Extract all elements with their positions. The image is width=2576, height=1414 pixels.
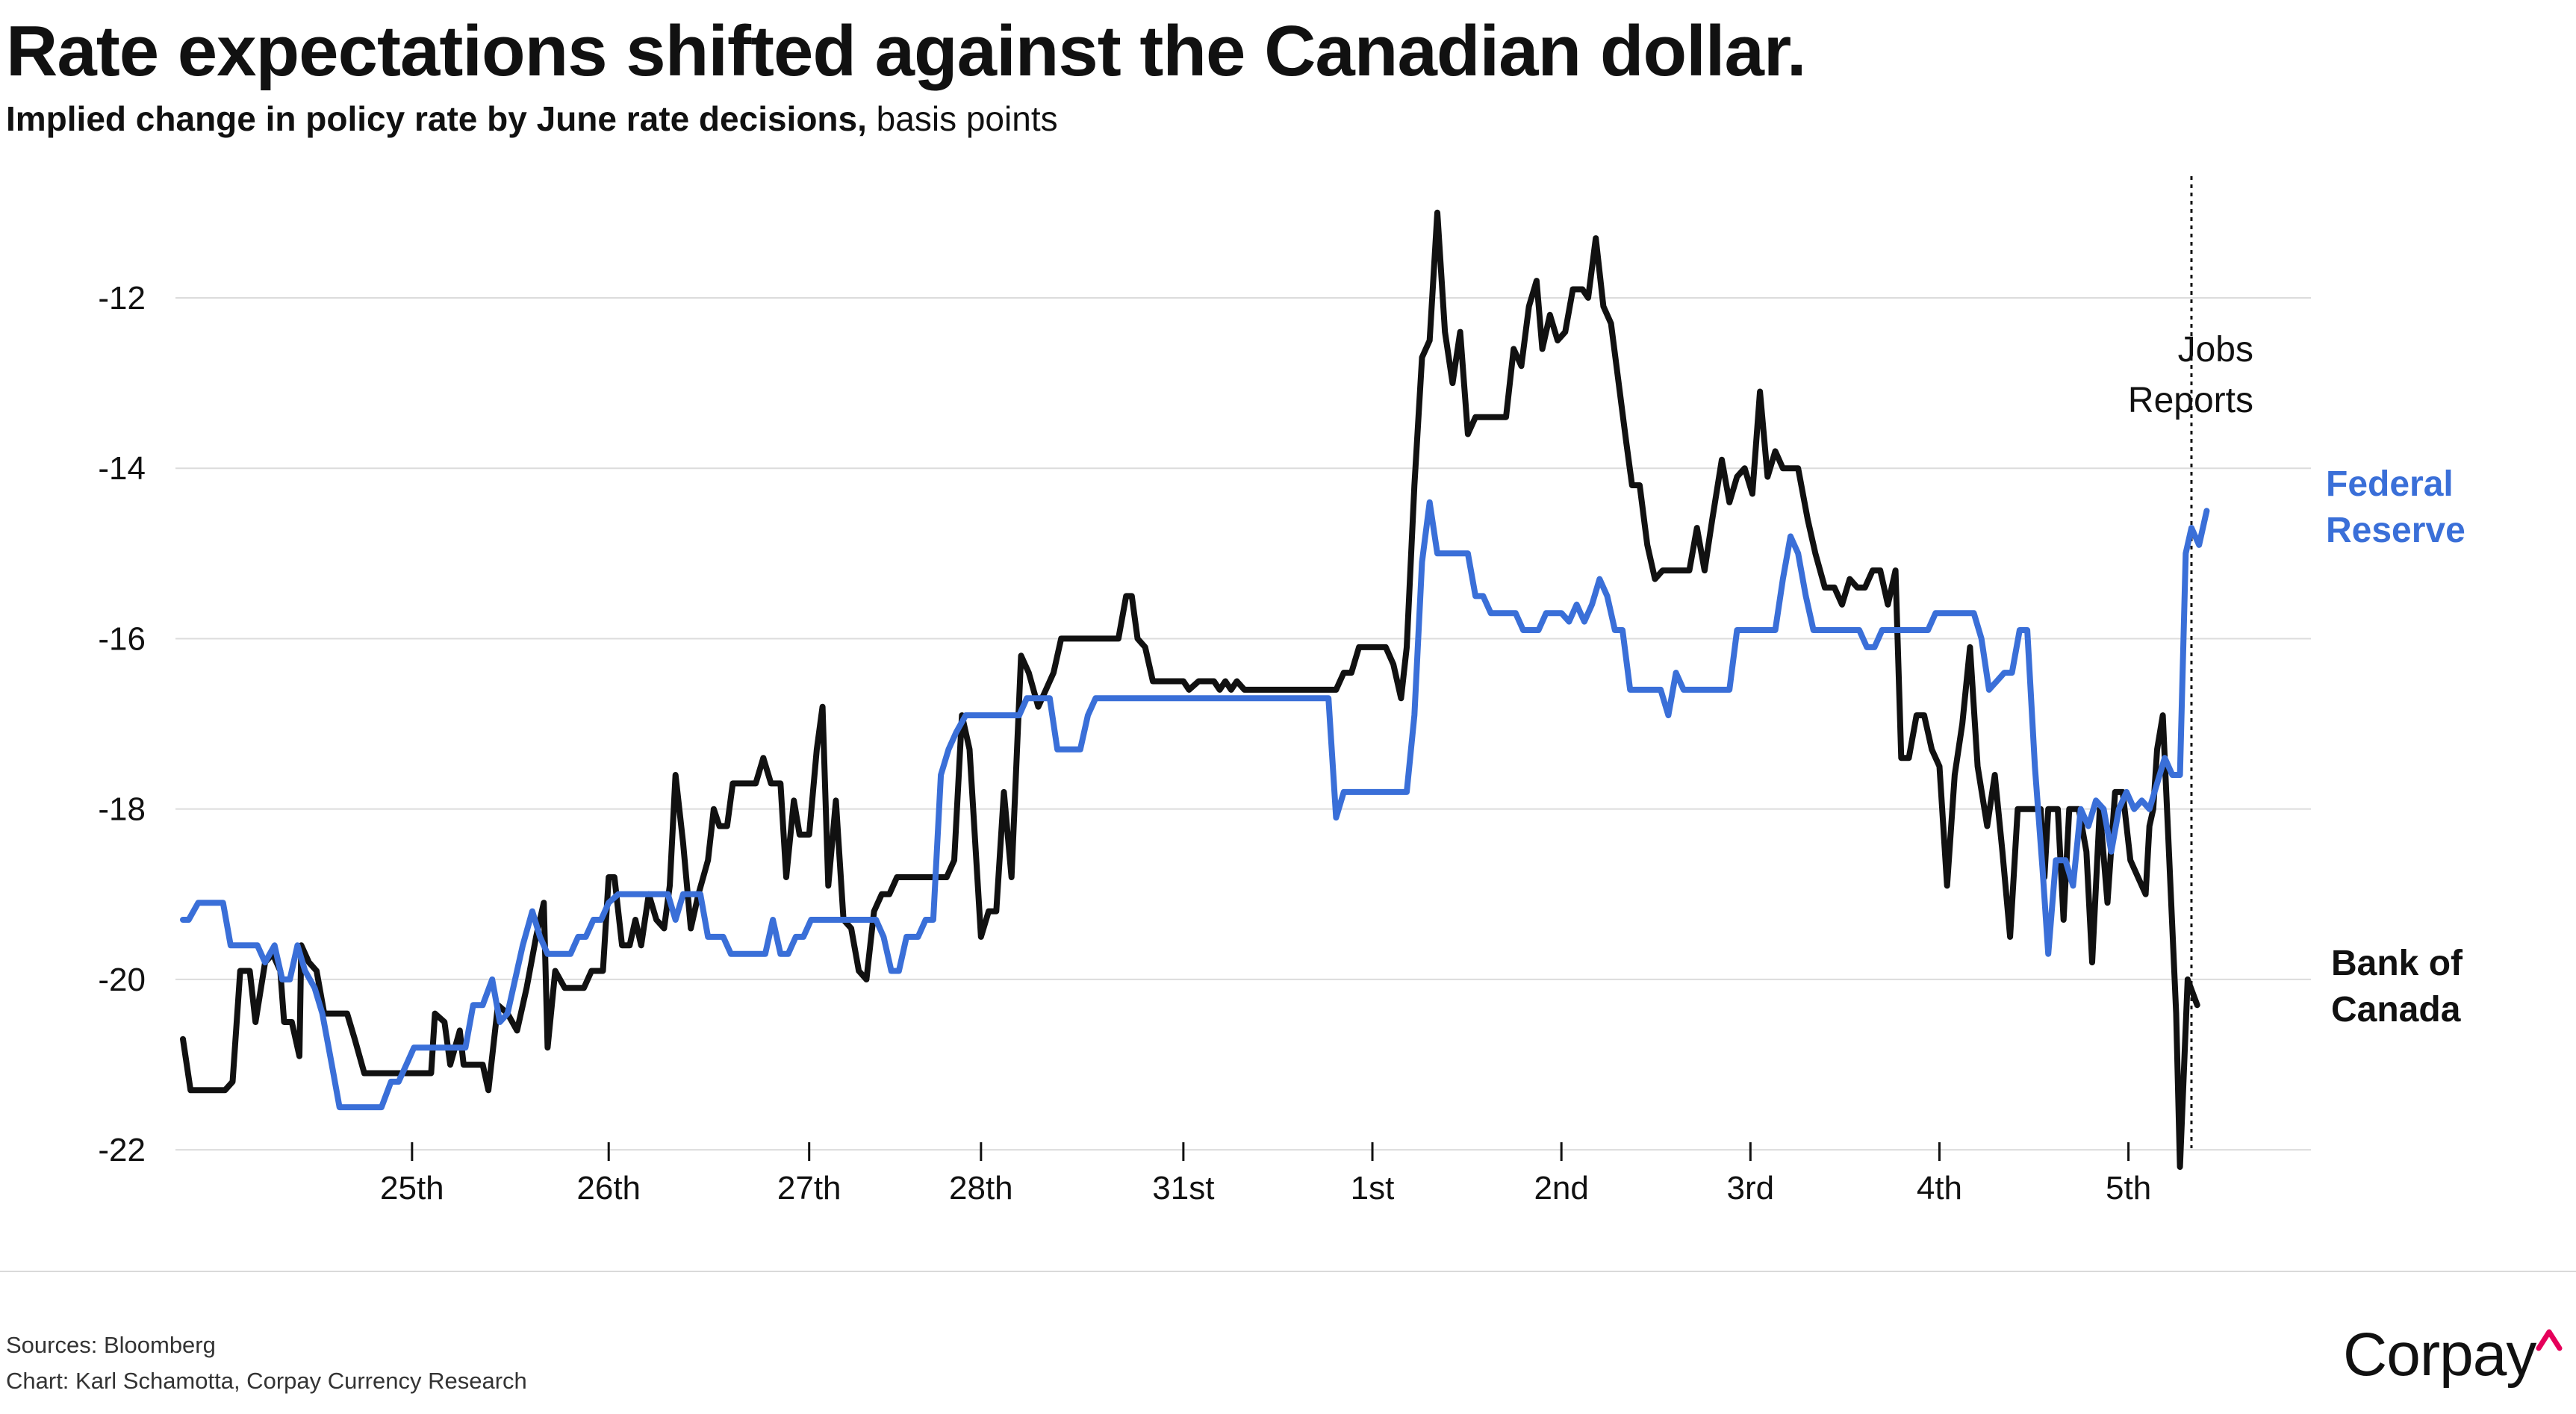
sources-block: Sources: Bloomberg Chart: Karl Schamotta… xyxy=(6,1327,527,1399)
y-tick-label: -18 xyxy=(98,791,146,828)
sources-line: Sources: Bloomberg xyxy=(6,1332,216,1358)
series-lines xyxy=(180,209,2210,1170)
x-tick-label: 28th xyxy=(949,1170,1013,1206)
corpay-logo: Corpay xyxy=(2343,1321,2536,1389)
logo-caret-icon xyxy=(2536,1329,2563,1351)
annotations: Jobs Reports xyxy=(2128,176,2253,1148)
y-tick-label: -14 xyxy=(98,450,146,487)
footer-divider xyxy=(0,1271,2576,1272)
federal-reserve-label: Reserve xyxy=(2326,511,2465,550)
jobs-reports-label: Jobs xyxy=(2178,330,2253,370)
jobs-reports-label: Reports xyxy=(2128,381,2253,420)
bank-of-canada-line xyxy=(180,209,2200,1170)
x-axis-ticks: 25th 26th 27th 28th 31st 1st 2nd 3rd 4th 5th xyxy=(380,1142,2151,1206)
x-tick-label: 3rd xyxy=(1727,1170,1775,1206)
chart-subtitle: Implied change in policy rate by June ra… xyxy=(6,99,1058,139)
x-tick-label: 31st xyxy=(1152,1170,1214,1206)
x-tick-label: 2nd xyxy=(1534,1170,1588,1206)
line-chart: -12 -14 -16 -18 -20 -22 25th 26th 27th 28th 31st 1… xyxy=(98,176,2465,1206)
x-tick-label: 1st xyxy=(1351,1170,1395,1206)
y-axis-ticks: -12 -14 -16 -18 -20 -22 xyxy=(98,280,146,1168)
y-tick-label: -22 xyxy=(98,1132,146,1168)
chart-title: Rate expectations shifted against the Ca… xyxy=(6,11,1807,91)
x-tick-label: 27th xyxy=(777,1170,841,1206)
subtitle-main: Implied change in policy rate by June ra… xyxy=(6,99,867,138)
x-tick-label: 25th xyxy=(380,1170,444,1206)
x-tick-label: 5th xyxy=(2106,1170,2151,1206)
chart-credit-line: Chart: Karl Schamotta, Corpay Currency R… xyxy=(6,1368,527,1394)
y-tick-label: -16 xyxy=(98,620,146,657)
x-tick-label: 4th xyxy=(1917,1170,1962,1206)
bank-of-canada-label: Canada xyxy=(2331,990,2461,1030)
subtitle-units: basis points xyxy=(866,99,1058,138)
y-tick-label: -12 xyxy=(98,280,146,317)
federal-reserve-label: Federal xyxy=(2326,464,2454,504)
series-labels: Bank of Canada Federal Reserve xyxy=(2326,464,2465,1030)
y-tick-label: -20 xyxy=(98,962,146,998)
bank-of-canada-label: Bank of xyxy=(2331,944,2463,983)
x-tick-label: 26th xyxy=(576,1170,641,1206)
federal-reserve-line xyxy=(180,499,2210,1111)
